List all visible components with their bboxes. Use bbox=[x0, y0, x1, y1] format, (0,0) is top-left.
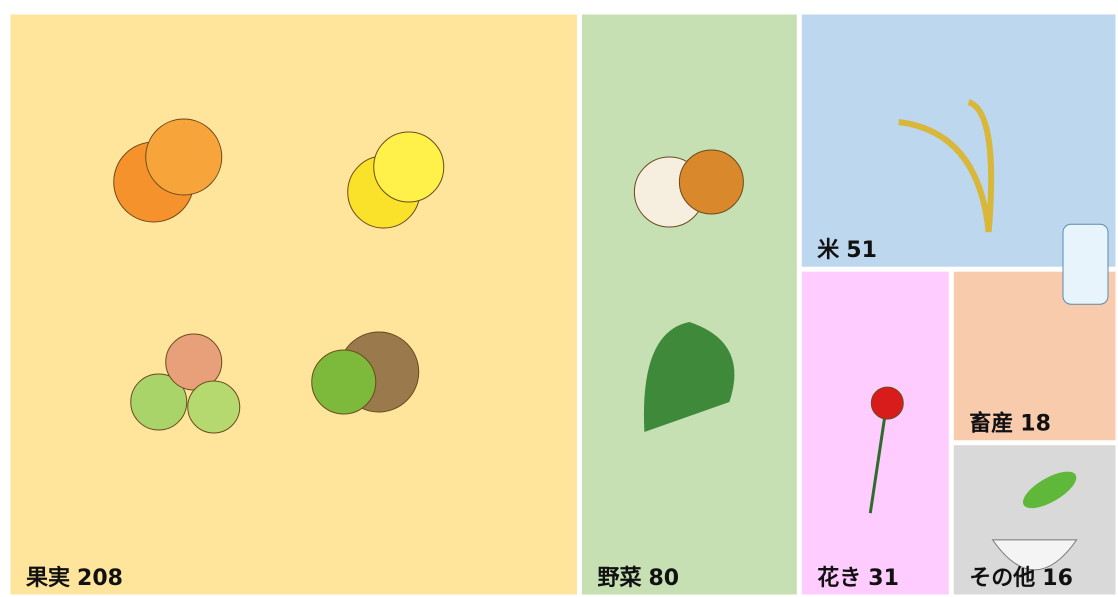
peach bbox=[187, 380, 241, 434]
stem bbox=[868, 412, 887, 514]
tile-label: 畜産 18 bbox=[969, 411, 1051, 437]
category-name: 果実 bbox=[26, 565, 70, 591]
category-name: 花き bbox=[817, 565, 861, 591]
tile-label: 花き 31 bbox=[817, 565, 899, 591]
tile-illustration bbox=[868, 386, 904, 514]
tile-illustration bbox=[633, 149, 744, 432]
tile-illustration bbox=[113, 118, 445, 434]
tile bbox=[581, 14, 797, 595]
tile-label: その他 16 bbox=[969, 566, 1073, 591]
value-label: 51 bbox=[846, 238, 877, 263]
lemon bbox=[373, 131, 445, 203]
onion bbox=[678, 149, 744, 215]
value-label: 80 bbox=[649, 566, 680, 591]
value-label: 208 bbox=[77, 566, 123, 591]
tea-bowl bbox=[991, 539, 1078, 571]
peach bbox=[130, 373, 188, 431]
spinach bbox=[643, 322, 735, 432]
tile-illustration bbox=[1062, 223, 1109, 305]
value-label: 16 bbox=[1042, 566, 1073, 591]
category-name: 米 bbox=[817, 238, 840, 263]
value-label: 18 bbox=[1020, 412, 1051, 437]
tile-illustration bbox=[991, 471, 1078, 571]
tile-label: 野菜 80 bbox=[597, 566, 679, 591]
tile-label: 米 51 bbox=[817, 238, 877, 263]
category-name: 畜産 bbox=[969, 411, 1013, 437]
orange bbox=[145, 118, 223, 196]
rice bbox=[898, 99, 995, 233]
tile bbox=[801, 14, 1116, 267]
tea-leaf bbox=[1022, 471, 1077, 509]
tile-label: 果実 208 bbox=[26, 565, 123, 591]
tile bbox=[10, 14, 577, 595]
value-label: 31 bbox=[868, 566, 899, 591]
kiwi bbox=[311, 349, 377, 415]
category-name: その他 bbox=[969, 566, 1035, 591]
tile bbox=[801, 271, 949, 595]
rose bbox=[870, 386, 904, 420]
category-name: 野菜 bbox=[597, 566, 641, 591]
tile-illustration bbox=[898, 99, 995, 233]
milk bbox=[1062, 223, 1109, 305]
